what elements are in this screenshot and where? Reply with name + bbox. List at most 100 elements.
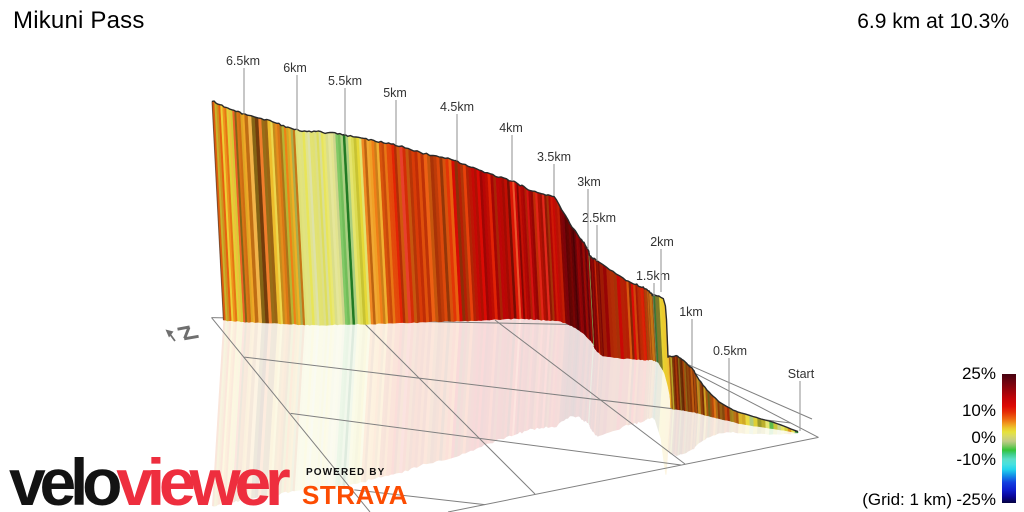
reflection-stripe: [579, 334, 586, 418]
reflection-stripe: [651, 360, 655, 419]
reflection-stripe: [585, 340, 591, 422]
reflection-stripe: [650, 360, 655, 419]
reflection-stripe: [340, 324, 353, 487]
distance-marker-label: 3km: [577, 175, 601, 189]
reflection-stripe: [258, 323, 272, 498]
reflection-stripe: [530, 319, 540, 430]
reflection-stripe: [484, 319, 495, 445]
reflection-stripe: [366, 323, 379, 483]
reflection-stripe: [322, 324, 335, 489]
distance-marker-label: 1km: [679, 305, 703, 319]
reflection-stripe: [765, 427, 770, 435]
reflection-stripe: [358, 324, 371, 484]
reflection-stripe: [327, 324, 340, 489]
reflection-stripe: [570, 327, 578, 417]
grid-line: [360, 319, 536, 495]
reflection-stripe: [699, 414, 703, 444]
reflection-stripe: [388, 322, 401, 476]
reflection-stripe: [599, 356, 608, 436]
veloviewer-logo[interactable]: veloviewer: [9, 449, 291, 512]
reflection-stripe: [492, 319, 503, 444]
reflection-stripe: [680, 410, 685, 455]
reflection-stripe: [290, 324, 303, 492]
reflection-stripe: [272, 323, 285, 496]
reflection-stripe: [405, 322, 418, 472]
reflection-stripe: [595, 354, 602, 436]
reflection-stripe: [676, 409, 681, 456]
reflection-stripe: [609, 357, 618, 433]
reflection-stripe: [417, 321, 429, 468]
reflection-stripe: [626, 358, 633, 426]
reflection-stripe: [636, 359, 643, 425]
grid-line: [211, 317, 371, 512]
reflection-stripe: [520, 318, 529, 434]
reflection-stripe: [220, 320, 234, 505]
reflection-stripe: [582, 338, 590, 422]
reflection-stripe: [707, 415, 711, 438]
reflection-stripe: [692, 412, 696, 450]
reflection-stripe: [402, 322, 415, 474]
grid-spacing-note: (Grid: 1 km): [862, 490, 952, 509]
reflection-stripe: [635, 359, 641, 425]
reflection-stripe: [283, 323, 297, 493]
reflection-stripe: [216, 320, 230, 507]
distance-marker-label: 6km: [283, 61, 307, 75]
veloviewer-logo-velo: velo: [9, 445, 122, 512]
reflection-stripe: [534, 319, 544, 430]
reflection-stripe: [619, 358, 627, 430]
reflection-stripe: [719, 418, 723, 434]
reflection-stripe: [682, 410, 687, 455]
page-title: Mikuni Pass: [13, 7, 145, 34]
powered-by-label: POWERED BY: [306, 467, 386, 478]
reflection-stripe: [690, 412, 695, 451]
reflection-stripe: [376, 323, 388, 479]
reflection-stripe: [640, 360, 646, 423]
reflection-stripe: [232, 321, 246, 503]
reflection-stripe: [677, 409, 682, 456]
reflection-stripe: [423, 321, 436, 465]
grid-line: [290, 412, 682, 466]
reflection-stripe: [671, 409, 676, 455]
reflection-stripe: [559, 322, 568, 424]
reflection-stripe: [546, 320, 555, 428]
reflection-stripe: [711, 417, 715, 437]
reflection-stripe: [230, 321, 244, 503]
reflection-stripe: [479, 320, 490, 448]
reflection-stripe: [214, 320, 228, 507]
reflection-stripe: [226, 321, 240, 503]
strava-logo[interactable]: STRAVA: [302, 480, 409, 510]
reflection-stripe: [709, 416, 713, 438]
reflection-stripe: [509, 318, 520, 437]
reflection-stripe: [514, 318, 524, 436]
reflection-stripe: [512, 318, 522, 437]
reflection-stripe: [586, 340, 592, 423]
climb-stats: 6.9 km at 10.3%: [857, 10, 1009, 33]
reflection-stripe: [353, 324, 366, 484]
reflection-stripe: [581, 336, 588, 421]
reflection-stripe: [556, 322, 566, 428]
distance-marker-label: Start: [788, 367, 815, 381]
distance-marker-label: 1.5km: [636, 269, 670, 283]
reflection-stripe: [462, 320, 474, 454]
reflection-stripe: [251, 322, 266, 500]
reflection-stripe: [274, 324, 288, 496]
reflection-stripe: [670, 409, 675, 455]
reflection-stripe: [721, 419, 725, 434]
reflection-stripe: [577, 332, 585, 417]
reflection-stripe: [731, 421, 734, 433]
reflection-stripe: [337, 324, 350, 487]
reflection-stripe: [602, 356, 611, 436]
reflection-stripe: [373, 323, 386, 480]
reflection-stripe: [688, 411, 693, 452]
reflection-stripe: [589, 346, 595, 425]
reflection-stripe: [780, 430, 785, 435]
reflection-stripe: [240, 322, 253, 501]
legend-tick-label: 0%: [971, 428, 996, 447]
reflection-stripe: [320, 324, 333, 490]
reflection-stripe: [448, 320, 460, 460]
reflection-stripe: [487, 319, 498, 444]
reflection-stripe: [522, 318, 531, 434]
reflection-stripe: [638, 359, 645, 423]
